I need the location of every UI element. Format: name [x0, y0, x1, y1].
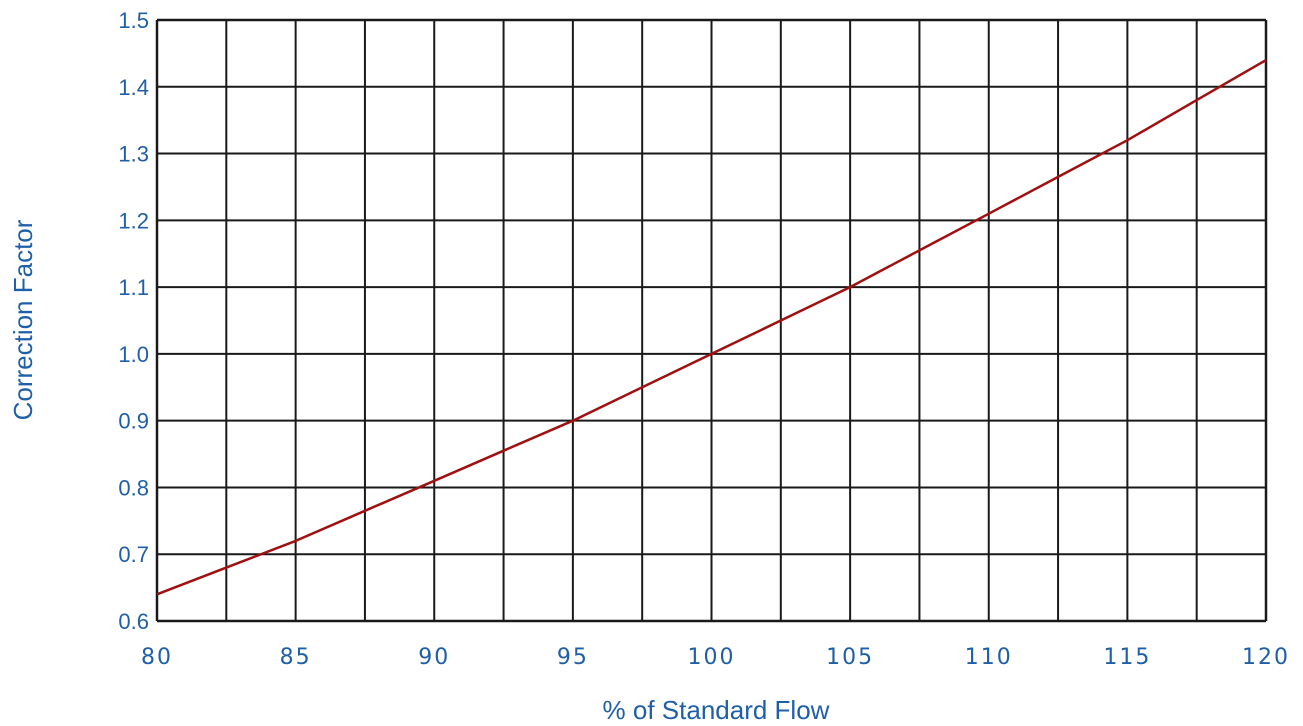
y-tick-label: 0.8	[118, 475, 149, 500]
x-tick-label: 120	[1242, 645, 1290, 670]
x-tick-labels: 80 85 90 95 100 105 110 115 120	[141, 645, 1290, 670]
x-tick-label: 115	[1103, 645, 1151, 670]
x-tick-label: 90	[418, 645, 450, 670]
grid	[155, 18, 1268, 623]
x-tick-label: 80	[141, 645, 173, 670]
y-axis-label: Correction Factor	[8, 219, 38, 420]
y-tick-label: 0.9	[118, 409, 149, 434]
y-tick-label: 1.4	[118, 75, 149, 100]
x-tick-label: 105	[826, 645, 874, 670]
y-tick-label: 1.3	[118, 142, 149, 167]
x-axis-label: % of Standard Flow	[603, 695, 830, 725]
y-tick-label: 0.7	[118, 542, 149, 567]
x-tick-label: 85	[280, 645, 312, 670]
x-tick-label: 95	[557, 645, 589, 670]
y-tick-labels: 0.6 0.7 0.8 0.9 1.0 1.1 1.2 1.3 1.4 1.5	[118, 8, 149, 634]
y-tick-label: 0.6	[118, 609, 149, 634]
y-tick-label: 1.2	[118, 208, 149, 233]
y-tick-label: 1.0	[118, 342, 149, 367]
series-group	[156, 59, 1267, 596]
series-line	[156, 59, 1267, 596]
x-tick-label: 110	[965, 645, 1013, 670]
y-tick-label: 1.1	[118, 275, 149, 300]
x-tick-label: 100	[688, 645, 736, 670]
y-tick-label: 1.5	[118, 8, 149, 33]
